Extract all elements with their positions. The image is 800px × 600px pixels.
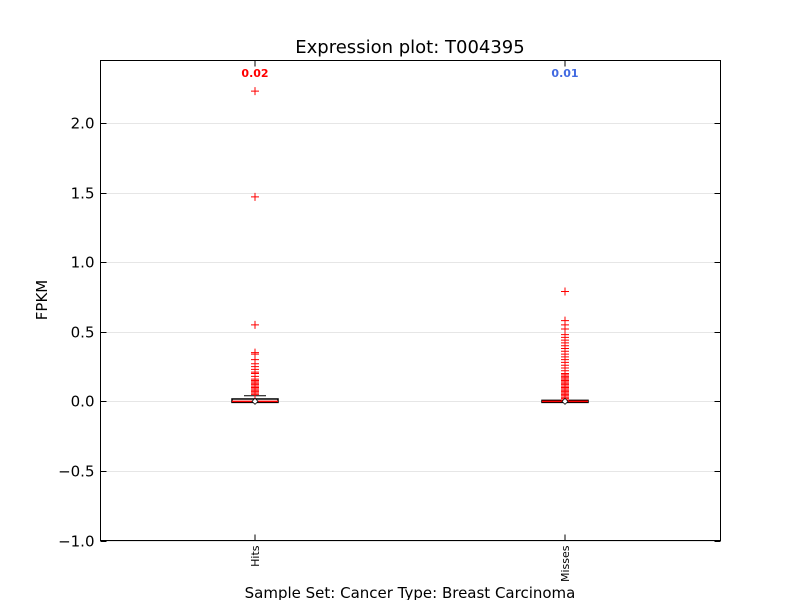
y-tick-label: −1.0 [58,533,94,551]
y-tick-label: 1.0 [71,254,95,272]
box-series: 0.02 Hits 0.01 Misses [231,60,589,582]
y-tick-label: 0.0 [71,393,95,411]
y-axis-ticks: −1.0 −0.5 0.0 0.5 1.0 1.5 2.0 [58,115,721,551]
box-group-hits: 0.02 Hits [231,60,279,567]
category-label: Misses [559,545,572,582]
outlier-point [251,320,259,329]
outlier-point [251,87,259,96]
mean-marker [251,397,259,405]
outlier-point [251,192,259,201]
box-group-misses: 0.01 Misses [541,60,589,582]
outlier-point [251,390,259,399]
chart-title: Expression plot: T004395 [295,37,524,58]
plot-frame [100,60,721,541]
summary-value-label: 0.01 [551,67,578,80]
summary-value-label: 0.02 [241,67,268,80]
y-tick-label: 2.0 [71,115,95,133]
y-axis-label: FPKM [33,280,51,320]
grid-layer [100,123,721,542]
mean-marker [561,397,569,405]
y-tick-label: 0.5 [71,324,95,342]
y-tick-label: 1.5 [71,185,95,203]
x-axis-label: Sample Set: Cancer Type: Breast Carcinom… [245,584,576,600]
category-label: Hits [249,545,262,567]
y-tick-label: −0.5 [58,463,94,481]
outlier-point [561,287,569,296]
